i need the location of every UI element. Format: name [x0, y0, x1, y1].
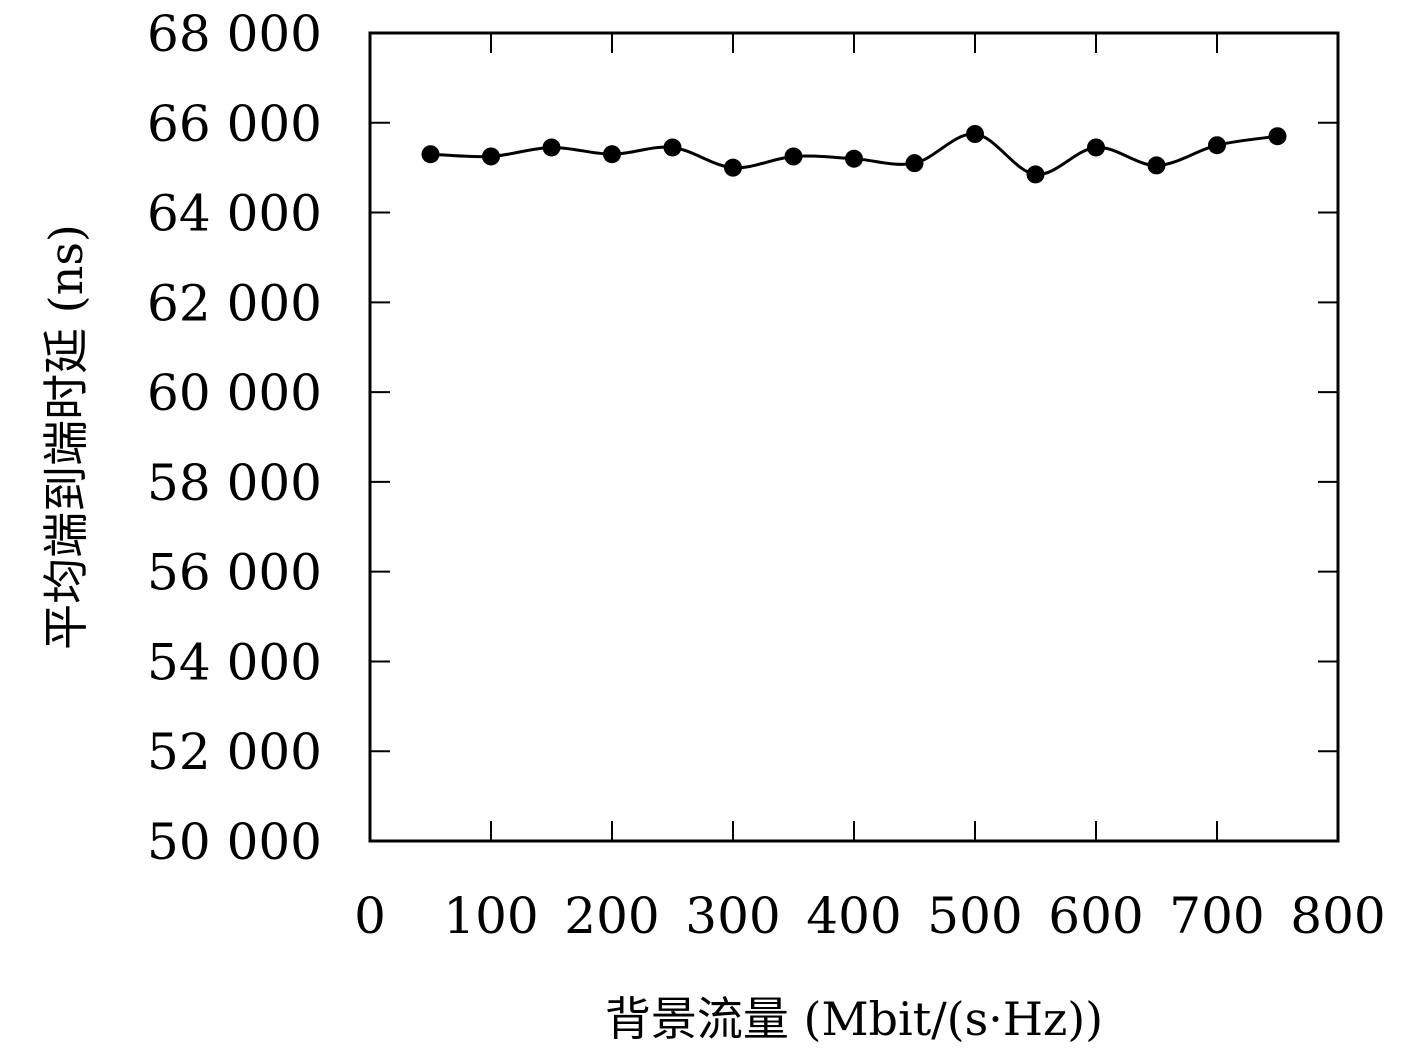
x-tick-label: 600	[1048, 887, 1143, 945]
data-point	[784, 147, 803, 166]
y-tick-label: 64 000	[147, 185, 322, 243]
series-line	[430, 132, 1278, 176]
y-tick-label: 56 000	[147, 544, 322, 602]
y-axis-label: 平均端到端时延 (ns)	[39, 224, 93, 650]
x-tick-label: 700	[1169, 887, 1264, 945]
data-point	[966, 125, 984, 143]
data-point	[1268, 127, 1287, 146]
data-point	[421, 145, 440, 164]
data-point	[663, 138, 682, 157]
data-point	[1087, 138, 1105, 157]
data-point	[1147, 156, 1166, 175]
data-point	[1208, 136, 1226, 155]
x-tick-label: 200	[564, 887, 659, 945]
data-point	[482, 147, 500, 166]
y-tick-label: 58 000	[147, 454, 322, 512]
x-tick-label: 300	[685, 887, 780, 945]
y-tick-label: 66 000	[147, 95, 322, 153]
data-point	[724, 158, 742, 177]
y-tick-label: 60 000	[147, 364, 322, 422]
x-tick-label: 100	[443, 887, 538, 945]
y-tick-label: 54 000	[147, 633, 322, 691]
x-tick-label: 500	[927, 887, 1022, 945]
data-point	[542, 138, 561, 157]
x-tick-label: 0	[354, 887, 386, 945]
x-tick-label: 800	[1290, 887, 1385, 945]
data-point	[1026, 165, 1045, 184]
x-tick-label: 400	[806, 887, 901, 945]
data-point	[603, 145, 621, 164]
data-point	[845, 149, 863, 168]
y-tick-label: 68 000	[147, 5, 322, 63]
series-layer	[421, 125, 1287, 184]
y-tick-label: 62 000	[147, 274, 322, 332]
y-tick-label: 52 000	[147, 723, 322, 781]
data-point	[905, 154, 924, 173]
x-axis-label: 背景流量 (Mbit/(s·Hz))	[605, 992, 1103, 1046]
y-tick-label: 50 000	[147, 813, 322, 871]
ticks-layer: 50 000 52 000 54 000 56 000 58 000 60 000 62 0…	[147, 5, 1386, 945]
